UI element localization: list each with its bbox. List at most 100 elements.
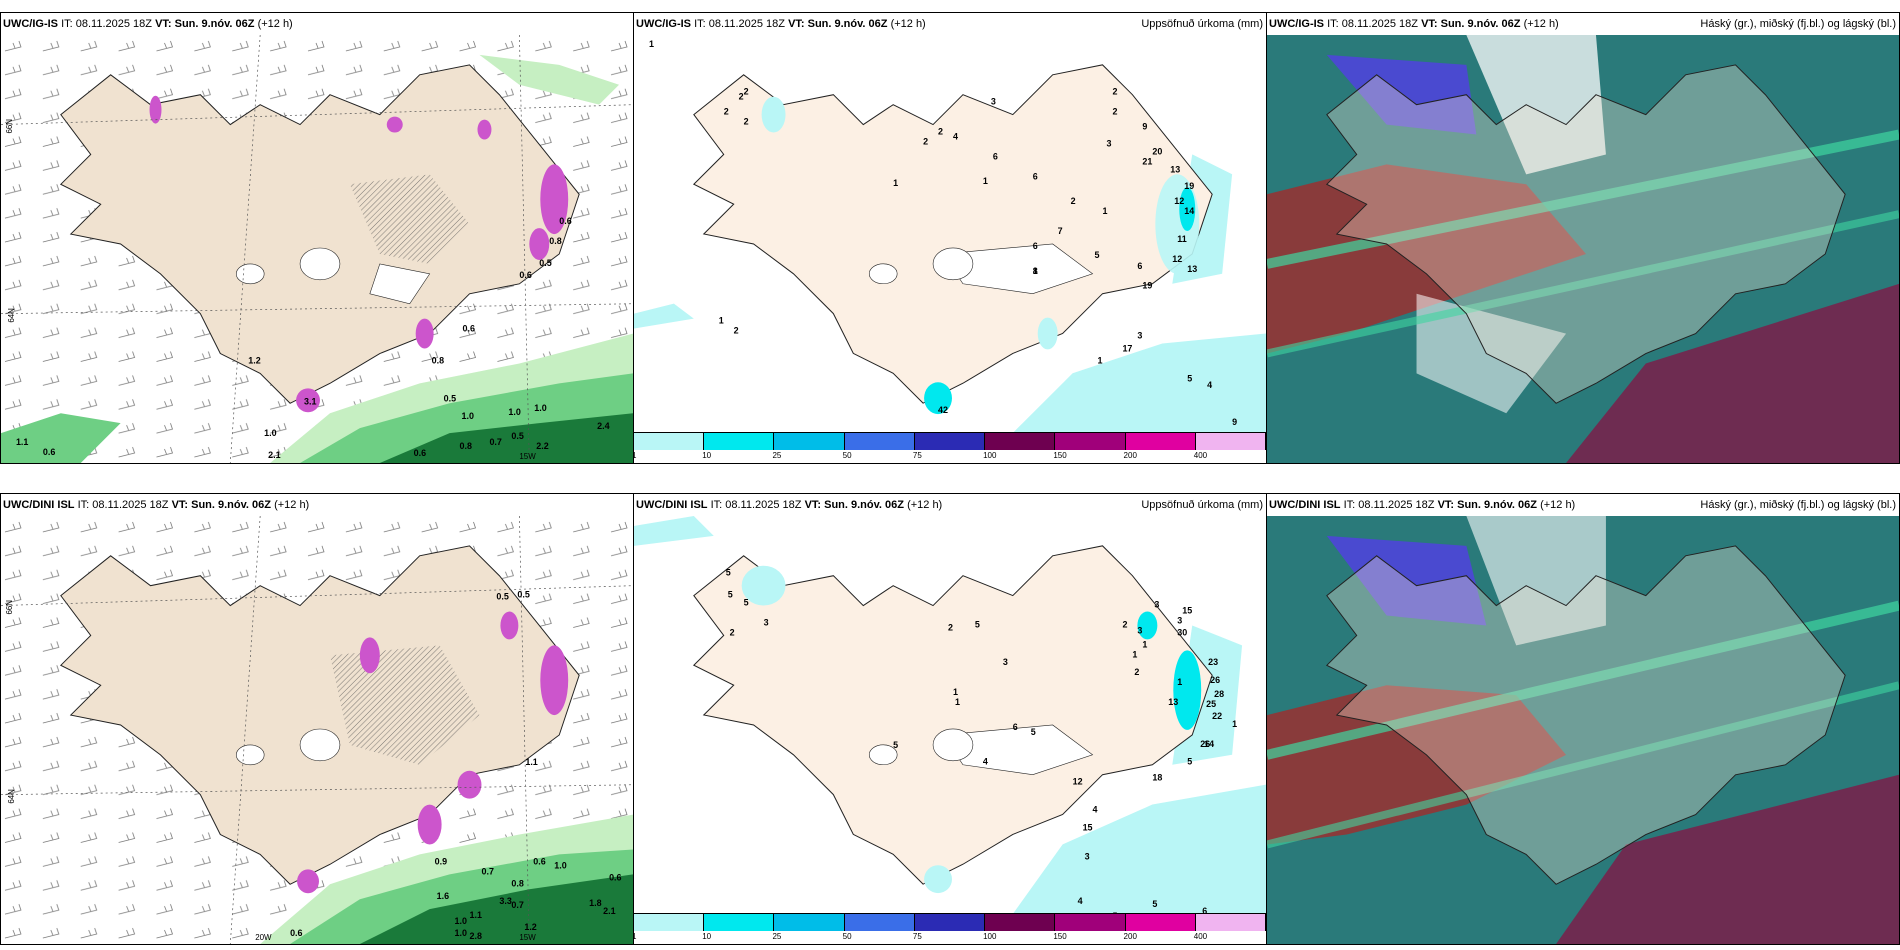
precip-value-label: 12 (1174, 196, 1184, 206)
panel-dini-wind: UWC/DINI ISL IT: 08.11.2025 18Z VT: Sun.… (0, 493, 634, 945)
colorbar-segment (985, 433, 1056, 450)
precip-value-label: 1.2 (248, 355, 260, 365)
lat-label-64: 64N (7, 308, 16, 323)
panel-dini-clouds: UWC/DINI ISL IT: 08.11.2025 18Z VT: Sun.… (1266, 493, 1900, 945)
precip-value-label: 0.5 (444, 393, 456, 403)
precip-value-label: 4 (1078, 896, 1083, 906)
precip-value-label: 2 (734, 326, 739, 336)
precip-value-label: 11 (1177, 234, 1186, 244)
precip-value-label: 3 (1177, 615, 1182, 625)
precip-value-label: 2 (938, 127, 943, 137)
precip-value-label: 2 (1112, 107, 1117, 117)
precip-value-label: 1 (1132, 649, 1137, 659)
panel-right-title: Háský (gr.), miðský (fj.bl.) og lágský (… (1700, 18, 1896, 30)
precip-value-labels: 0.90.70.80.60.71.02.81.01.13.31.21.62.11… (290, 590, 621, 941)
model-name: UWC/DINI ISL (636, 499, 708, 511)
colorbar-tick: 200 (1123, 932, 1137, 941)
precip-value-label: 6 (1033, 171, 1038, 181)
vt-label: VT: (155, 18, 172, 30)
lead-time: (+12 h) (1523, 18, 1559, 30)
precip-value-label: 1 (1232, 719, 1237, 729)
it-label: IT: (61, 18, 73, 30)
precip-value-label: 13 (1187, 264, 1197, 274)
precip-value-label: 0.6 (519, 270, 531, 280)
precip-value-label: 30 (1177, 627, 1187, 637)
precip-value-label: 0.6 (533, 856, 545, 866)
precip-value-label: 19 (1142, 281, 1152, 291)
it-label: IT: (77, 499, 90, 511)
precip-value-label: 1 (1142, 639, 1147, 649)
precip-value-label: 1 (719, 316, 724, 326)
colorbar-segment (1125, 433, 1196, 450)
precip-value-label: 1.6 (437, 891, 449, 901)
precip-value-label: 6 (1137, 261, 1142, 271)
precip-value-label: 2 (744, 87, 749, 97)
precip-value-label: 6 (1202, 906, 1207, 914)
precip-value-label: 4 (953, 131, 958, 141)
precip-value-label: 2.4 (597, 421, 609, 431)
panel-dini-precip: UWC/DINI ISL IT: 08.11.2025 18Z VT: Sun.… (633, 493, 1267, 945)
precip-value-label: 0.6 (559, 216, 571, 226)
precip-value-label: 17 (1122, 343, 1132, 353)
precip-value-label: 1.0 (264, 428, 276, 438)
precip-value-label: 5 (1187, 757, 1192, 767)
colorbar-tick: 75 (912, 932, 922, 941)
colorbar-segment (844, 914, 915, 931)
lon-label-20w: 20W (255, 933, 272, 942)
precip-value-label: 21 (1142, 156, 1152, 166)
map-area (1267, 35, 1899, 463)
precip-value-label: 2 (1071, 196, 1076, 206)
iceland-landmass (692, 545, 1213, 885)
precip-value-label: 1.1 (16, 437, 28, 447)
precip-value-label: 0.5 (539, 258, 551, 268)
colorbar-segment (634, 914, 705, 931)
precip-value-label: 13 (1170, 164, 1180, 174)
precip-value-label: 6 (993, 151, 998, 161)
vt-value: Sun. 9.nóv. 06Z (824, 499, 904, 511)
precip-value-label: 1 (983, 176, 988, 186)
iceland-landmass (59, 64, 580, 404)
precip-value-label: 15 (1083, 822, 1093, 832)
precip-value-label: 5 (893, 740, 898, 750)
precip-value-label: 0.8 (549, 236, 561, 246)
precip-value-label: 1.0 (455, 928, 467, 938)
colorbar-tick: 50 (842, 932, 852, 941)
precip-value-label: 0.7 (489, 437, 501, 447)
precip-value-label: 2 (1122, 619, 1127, 629)
model-name: UWC/DINI ISL (3, 499, 75, 511)
colorbar-tick: 25 (772, 451, 782, 460)
panel-right-title: Uppsöfnuð úrkoma (mm) (1141, 499, 1263, 511)
precip-value-label: 5 (728, 590, 733, 600)
map-area: 66N 64N 20W 15W 0.9 0.7 0.8 0.6 0.7 1.0 2.8 1.0… (1, 516, 633, 944)
map-area: 1 2 2 2 2 4 3 6 1 6 2 2 9 20 21 3 13 19 12 14 1 2 7 6 8 5 6 19 11 12 1… (634, 35, 1266, 433)
vt-value: Sun. 9.nóv. 06Z (1440, 18, 1521, 30)
precip-value-label: 0.8 (511, 878, 523, 888)
lead-time: (+12 h) (257, 18, 293, 30)
precip-value-label: 2 (724, 107, 729, 117)
precip-value-label: 3 (1137, 625, 1142, 635)
colorbar-tick: 50 (842, 451, 852, 460)
it-label: IT: (1343, 499, 1356, 511)
precip-value-label: 3 (1107, 138, 1112, 148)
precip-value-label: 0.6 (414, 448, 426, 458)
it-value: 08.11.2025 18Z (725, 499, 802, 511)
lead-time: (+12 h) (274, 499, 310, 511)
precip-value-label: 1.1 (470, 910, 482, 920)
colorbar-segment (774, 433, 845, 450)
it-value: 08.11.2025 18Z (708, 18, 785, 30)
panel-igis-precip: UWC/IG-IS IT: 08.11.2025 18Z VT: Sun. 9.… (633, 12, 1267, 464)
precip-value-label: 18 (1152, 773, 1162, 783)
precip-value-label: 1.1 (525, 757, 537, 767)
colorbar-segment (1055, 914, 1126, 931)
precip-value-label: 26 (1210, 675, 1220, 685)
colorbar-tick: 25 (772, 932, 782, 941)
lat-label-66: 66N (5, 600, 14, 615)
colorbar-tick: 200 (1123, 451, 1137, 460)
precip-value-label: 2 (923, 136, 928, 146)
precip-colorbar: 1 10 25 50 75 100 150 200 400 (634, 913, 1266, 944)
precip-value-label: 1.8 (589, 898, 601, 908)
precip-value-label: 1 (1103, 206, 1108, 216)
colorbar-tick: 10 (702, 451, 712, 460)
precip-value-label: 1 (1098, 355, 1103, 365)
